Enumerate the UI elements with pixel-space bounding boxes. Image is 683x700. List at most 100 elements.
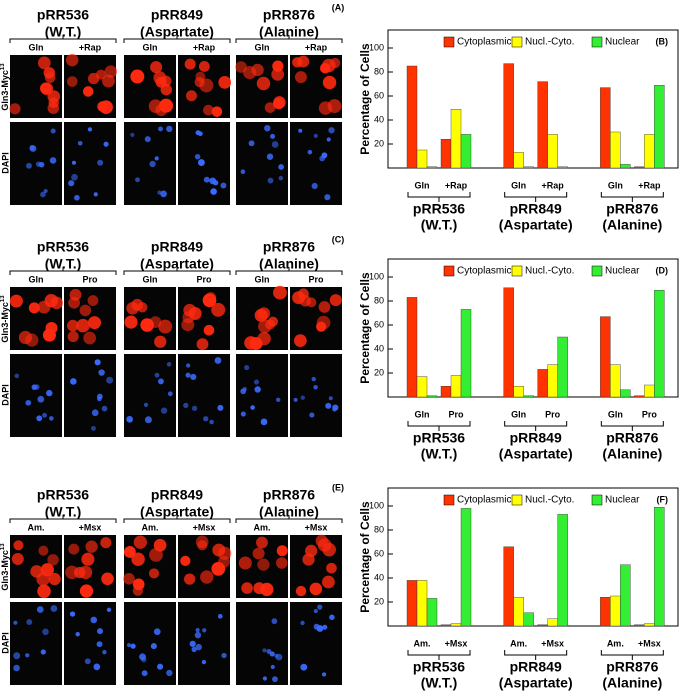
cell	[251, 63, 264, 77]
cell	[326, 562, 337, 574]
cell	[294, 71, 307, 84]
cell	[217, 555, 230, 568]
cell	[264, 102, 276, 113]
bracket	[9, 267, 117, 275]
plot-frame	[387, 258, 679, 398]
cell	[90, 425, 96, 431]
cell	[150, 643, 157, 650]
group-name: pRR849	[510, 659, 562, 675]
cell	[203, 416, 209, 422]
cell	[47, 102, 60, 114]
cell	[270, 133, 276, 139]
cell	[241, 582, 253, 594]
cell	[144, 416, 152, 424]
stain-label: DAPI	[0, 632, 10, 654]
cell	[220, 182, 227, 189]
condition-label: Pro	[82, 274, 98, 284]
cell	[36, 606, 44, 613]
cell	[276, 557, 288, 569]
cell	[132, 578, 145, 591]
cell	[332, 404, 339, 411]
cell	[25, 399, 32, 406]
x-tick-label: Pro	[545, 409, 561, 419]
strain-sub: (Aspartate)	[140, 24, 214, 40]
cell	[256, 76, 271, 91]
cell	[217, 404, 224, 411]
cell	[311, 182, 318, 190]
y-tick-label: 20	[374, 138, 384, 148]
cell	[153, 71, 167, 85]
cell	[99, 100, 113, 114]
cell	[70, 378, 77, 385]
micrograph	[10, 354, 62, 437]
cell	[103, 141, 109, 147]
strain-name: pRR876	[263, 487, 315, 503]
panel-letter: (F)	[657, 494, 669, 504]
cell	[148, 568, 160, 579]
cell	[85, 540, 98, 553]
bar	[654, 84, 665, 169]
bracket	[407, 192, 471, 202]
bar	[537, 369, 548, 398]
y-axis-label: Percentage of Cells	[358, 272, 372, 384]
cell	[95, 69, 106, 80]
cell	[183, 573, 196, 585]
condition-label: Gln	[29, 274, 44, 284]
cell	[79, 584, 94, 598]
strain-sub: (Alanine)	[259, 256, 319, 272]
cell	[203, 104, 214, 116]
y-tick-label: 80	[374, 524, 384, 534]
bar	[610, 364, 621, 398]
cell	[101, 405, 108, 412]
cell	[87, 295, 99, 306]
cell	[253, 379, 260, 385]
cell	[316, 315, 331, 330]
bracket	[407, 650, 471, 660]
cell	[186, 90, 197, 102]
cell	[137, 302, 148, 313]
cell	[317, 538, 332, 552]
stain-name: Gln3-Myc	[0, 550, 10, 591]
cell	[203, 176, 210, 183]
panel-letter: (B)	[656, 36, 669, 46]
x-tick-label: Am.	[413, 638, 430, 648]
bracket	[235, 515, 343, 523]
cell	[139, 653, 146, 661]
legend-swatch	[511, 494, 523, 506]
cell	[326, 137, 331, 142]
cell	[102, 650, 107, 655]
cell	[214, 357, 222, 364]
cell	[38, 545, 49, 556]
bar	[513, 386, 524, 398]
cell	[329, 614, 335, 621]
bar	[460, 309, 472, 398]
cell	[305, 544, 318, 558]
cell	[166, 669, 173, 677]
cell	[91, 409, 99, 417]
condition-label: +Msx	[193, 522, 216, 532]
bar	[426, 598, 438, 627]
micrograph	[178, 354, 230, 437]
stain-name: Gln3-Myc	[0, 302, 10, 343]
cell	[238, 556, 252, 570]
stain-sup: 13	[0, 295, 6, 302]
bar	[634, 624, 645, 627]
micrograph	[236, 602, 288, 685]
bracket	[123, 515, 231, 523]
cell	[40, 649, 46, 655]
cell	[240, 388, 247, 395]
cell	[322, 575, 335, 589]
cell	[28, 302, 40, 314]
cell	[144, 136, 151, 143]
bar	[557, 514, 568, 627]
bar	[537, 624, 548, 627]
legend-label: Nucl.-Cyto.	[525, 37, 574, 48]
group-sub: (Aspartate)	[499, 217, 573, 233]
cell	[180, 555, 191, 566]
bar	[537, 81, 548, 169]
cell	[49, 416, 54, 421]
cell	[83, 331, 97, 345]
cell	[25, 653, 30, 658]
bar	[523, 395, 534, 398]
cell	[274, 653, 279, 658]
